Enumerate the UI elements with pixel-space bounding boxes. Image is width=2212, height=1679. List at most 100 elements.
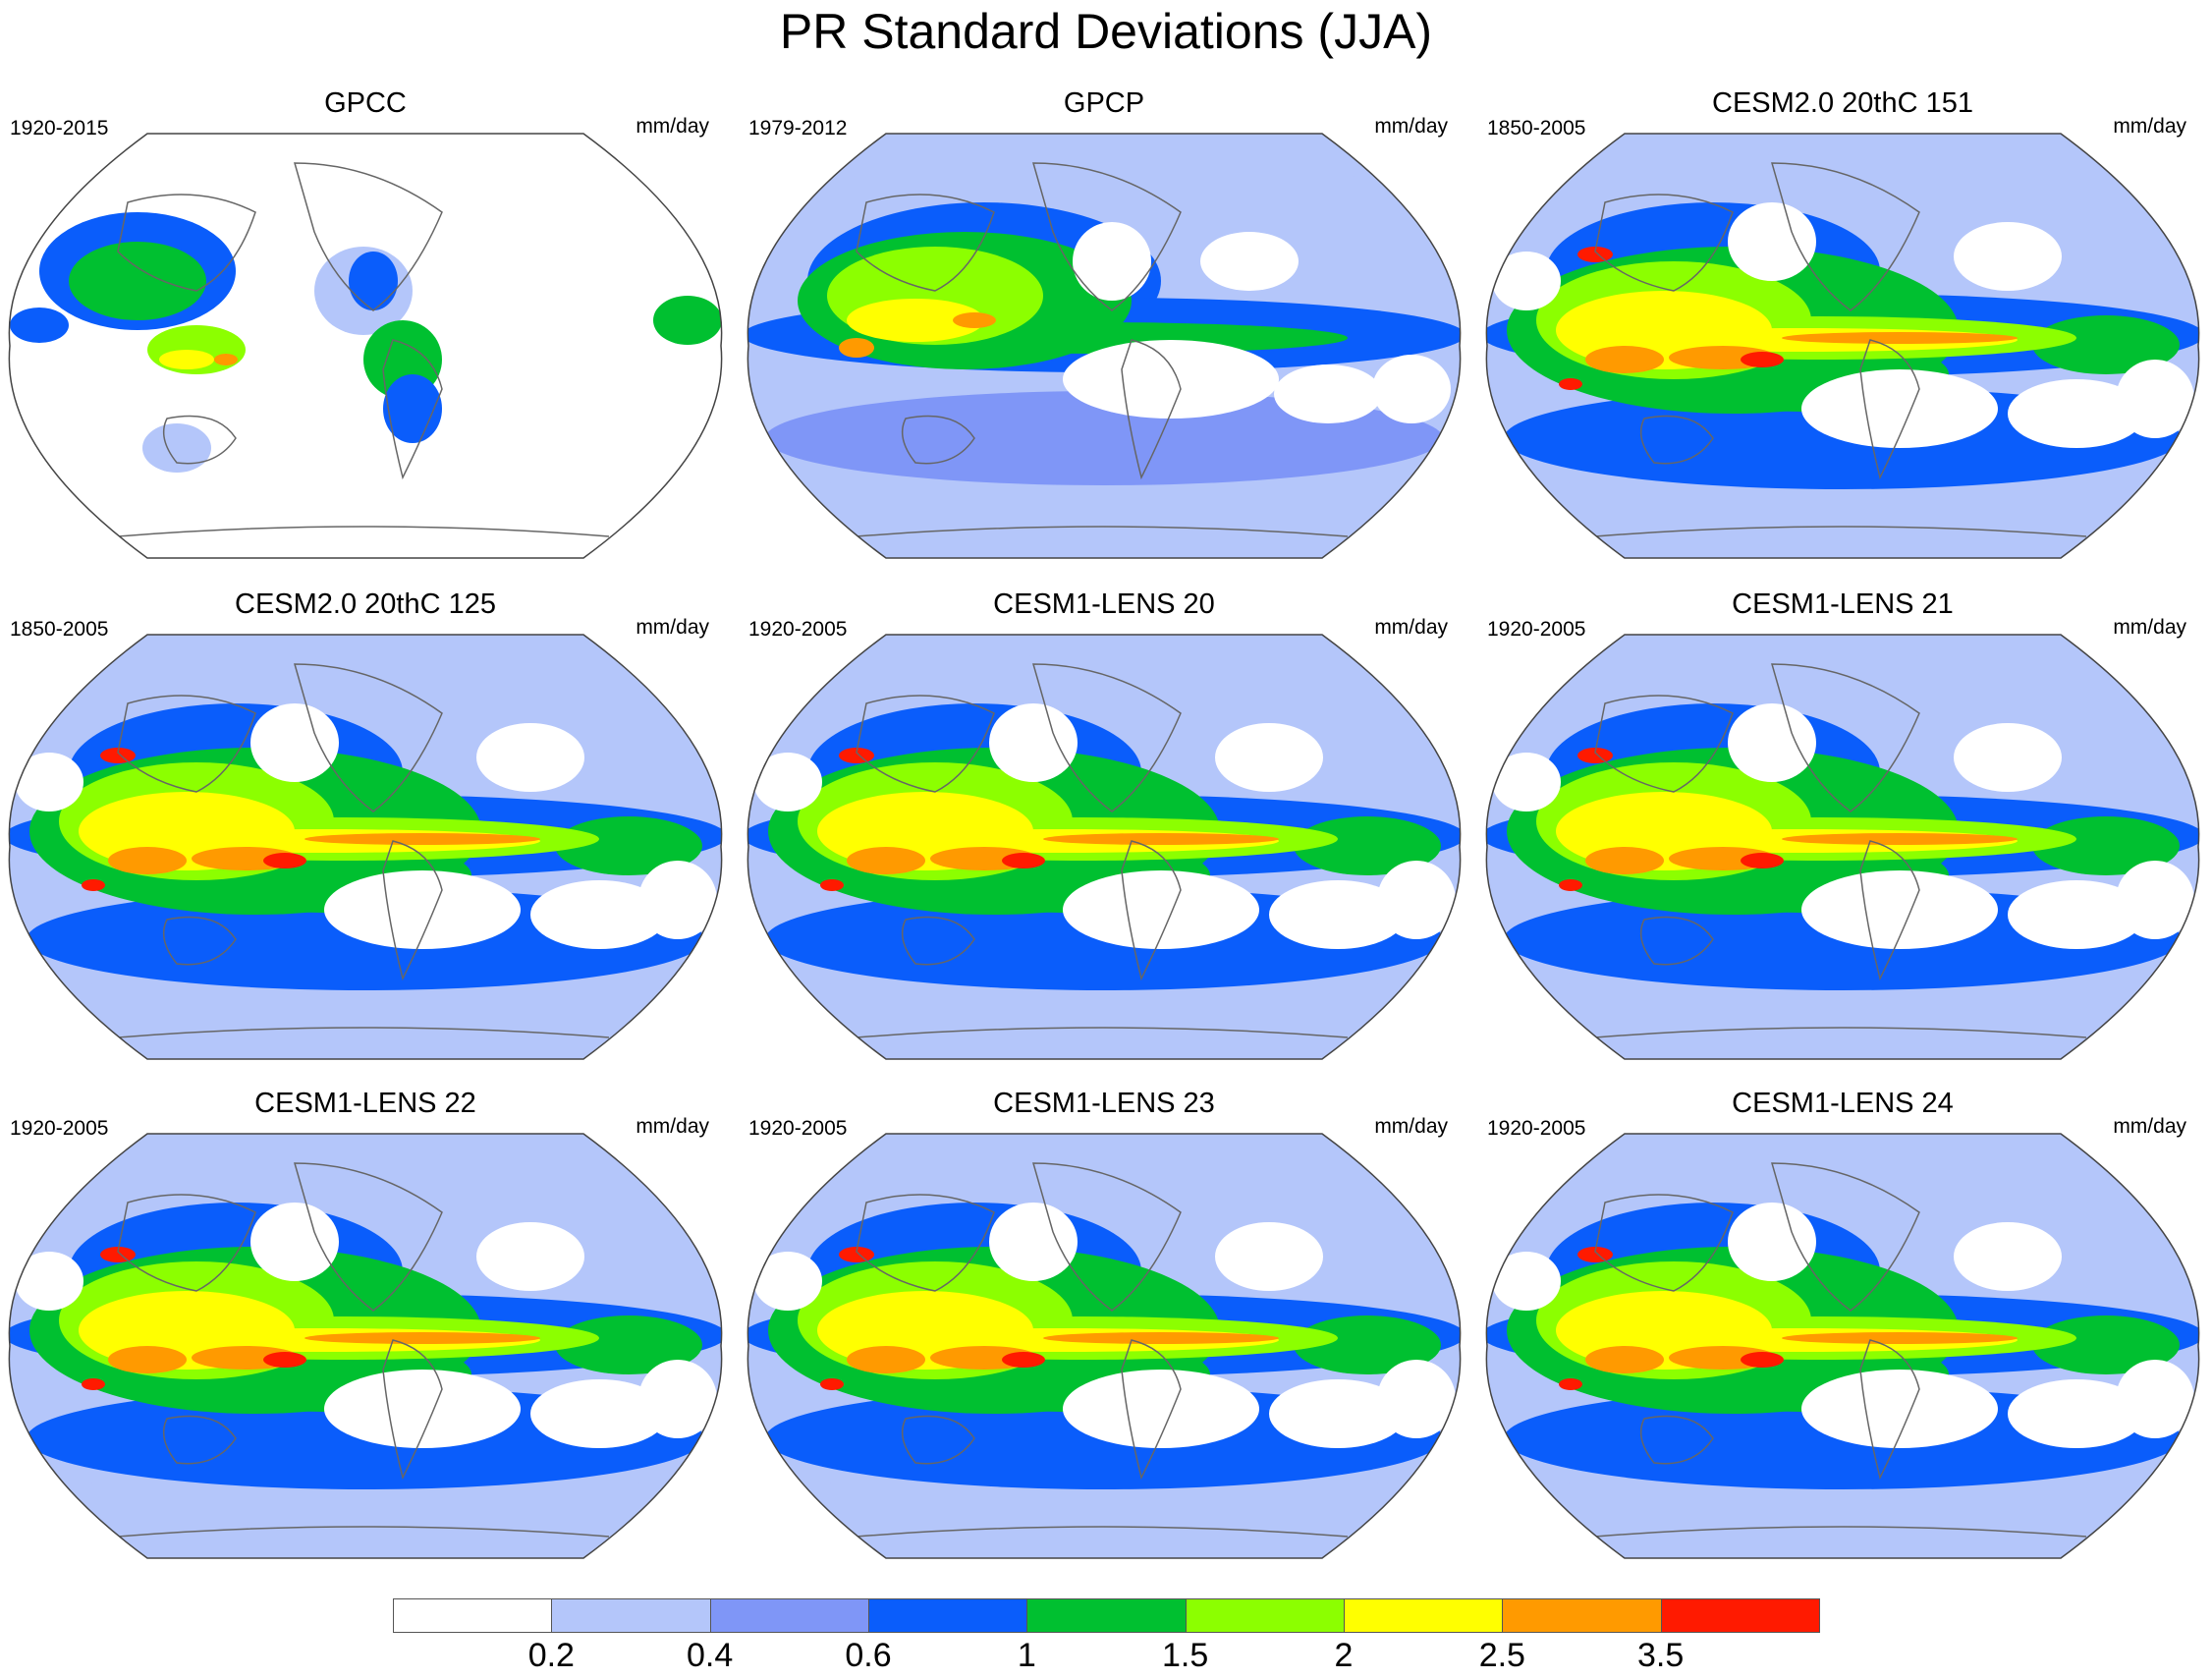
- arabian-sea-red: [820, 879, 844, 891]
- north-pacific-dry: [1073, 222, 1151, 301]
- colorbar-label: 0.6: [845, 1637, 892, 1674]
- map-outline: [1485, 634, 2200, 1060]
- page-title: PR Standard Deviations (JJA): [779, 4, 1433, 59]
- panel-period: 1850-2005: [1487, 117, 1586, 140]
- india-red: [1577, 1247, 1613, 1262]
- atlantic-itcz: [2032, 1315, 2180, 1374]
- bay-orange: [847, 1346, 925, 1373]
- monsoon-yellow: [847, 299, 984, 342]
- south-indian-dry: [1377, 861, 1456, 939]
- colorbar-label: 1: [1017, 1637, 1036, 1674]
- itcz-orange: [1043, 1332, 1279, 1344]
- panel-units: mm/day: [2113, 115, 2186, 138]
- maritime-red: [1002, 1352, 1045, 1368]
- coastlines: [1594, 663, 2087, 1038]
- robinson-map: [747, 634, 1462, 1060]
- southern-low-band: [1519, 1458, 2167, 1558]
- robinson-map: [1485, 634, 2200, 1060]
- itcz-orange: [1043, 833, 1279, 845]
- panel-units: mm/day: [1374, 115, 1448, 138]
- colorbar-box: [1344, 1598, 1504, 1633]
- colorbar-label: 3.5: [1637, 1637, 1685, 1674]
- panel-title: CESM1-LENS 20: [993, 588, 1215, 620]
- south-atlantic-dry: [2008, 880, 2145, 949]
- southeast-pacific-dry: [1063, 870, 1259, 949]
- atlantic-itcz: [1294, 1315, 1441, 1374]
- atlantic-itcz: [2032, 816, 2180, 875]
- map-panel: GPCC 1920-2015 mm/day: [0, 86, 731, 568]
- colorbar-box: [393, 1598, 553, 1633]
- panel-title: GPCP: [1063, 87, 1145, 119]
- south-america-blue: [383, 374, 442, 443]
- africa-green: [653, 296, 722, 345]
- southern-low-band: [1519, 458, 2167, 558]
- arabian-sea-red: [82, 879, 105, 891]
- africa-sahara-dry: [15, 1252, 83, 1311]
- colorbar-box: [1502, 1598, 1662, 1633]
- north-pacific-dry: [1728, 1203, 1816, 1281]
- africa-sahara-dry: [1492, 252, 1561, 310]
- south-atlantic-dry: [530, 1379, 668, 1448]
- map-outline: [747, 133, 1462, 559]
- southeast-pacific-dry: [1063, 1370, 1259, 1448]
- panel-units: mm/day: [636, 115, 709, 138]
- bay-orange: [1585, 346, 1664, 373]
- south-indian-dry: [2116, 861, 2194, 939]
- north-pacific-dry: [989, 703, 1078, 782]
- southern-low-band: [780, 1458, 1428, 1558]
- west-africa-blue: [10, 308, 69, 343]
- panel-units: mm/day: [636, 1115, 709, 1138]
- australia-light: [142, 423, 211, 473]
- north-atlantic-dry: [476, 723, 584, 792]
- robinson-map: [1485, 1133, 2200, 1559]
- africa-sahara-dry: [1492, 753, 1561, 812]
- arabian-sea-red: [820, 1378, 844, 1390]
- robinson-map: [8, 1133, 723, 1559]
- panel-period: 1920-2015: [10, 117, 109, 140]
- southeast-pacific-dry: [1801, 369, 1998, 448]
- south-indian-dry: [638, 1360, 717, 1438]
- colorbar-box: [1660, 1598, 1820, 1633]
- bay-orange: [1585, 847, 1664, 874]
- maritime-red: [263, 1352, 306, 1368]
- map-panel: CESM1-LENS 21 1920-2005 mm/day: [1477, 588, 2208, 1069]
- asia-green: [69, 242, 206, 320]
- india-red: [100, 1247, 136, 1262]
- atlantic-itcz: [1294, 816, 1441, 875]
- map-outline: [8, 634, 723, 1060]
- map-panel: CESM1-LENS 24 1920-2005 mm/day: [1477, 1087, 2208, 1568]
- arabian-sea-red: [82, 1378, 105, 1390]
- panel-title: CESM1-LENS 22: [254, 1088, 476, 1119]
- southeast-pacific-dry: [1801, 870, 1998, 949]
- africa-sahara-dry: [15, 753, 83, 812]
- map-outline: [747, 1133, 1462, 1559]
- southern-low-band: [1519, 959, 2167, 1059]
- coastlines: [117, 663, 610, 1038]
- north-atlantic-dry: [476, 1222, 584, 1291]
- maritime-red: [1002, 853, 1045, 868]
- panel-period: 1920-2005: [10, 1117, 109, 1140]
- panel-title: CESM1-LENS 23: [993, 1088, 1215, 1119]
- south-indian-dry: [1377, 1360, 1456, 1438]
- coastlines: [856, 663, 1349, 1038]
- south-indian-dry: [2116, 1360, 2194, 1438]
- africa-sahara-dry: [753, 753, 822, 812]
- bay-orange: [847, 847, 925, 874]
- colorbar-box: [1026, 1598, 1187, 1633]
- north-atlantic-dry: [1954, 222, 2062, 291]
- itcz-orange: [304, 833, 540, 845]
- itcz-orange: [1782, 1332, 2018, 1344]
- south-atlantic-dry: [1269, 880, 1407, 949]
- south-atlantic-dry: [1269, 1379, 1407, 1448]
- africa-sahara-dry: [1492, 1252, 1561, 1311]
- coastlines: [1594, 1162, 2087, 1538]
- robinson-map: [1485, 133, 2200, 559]
- panel-units: mm/day: [2113, 1115, 2186, 1138]
- panel-title: CESM1-LENS 21: [1732, 588, 1954, 620]
- panel-title: CESM2.0 20thC 125: [235, 588, 496, 620]
- atlantic-itcz: [2032, 315, 2180, 374]
- coastlines: [856, 1162, 1349, 1538]
- map-outline: [8, 1133, 723, 1559]
- maritime-red: [1741, 853, 1784, 868]
- robinson-map: [747, 1133, 1462, 1559]
